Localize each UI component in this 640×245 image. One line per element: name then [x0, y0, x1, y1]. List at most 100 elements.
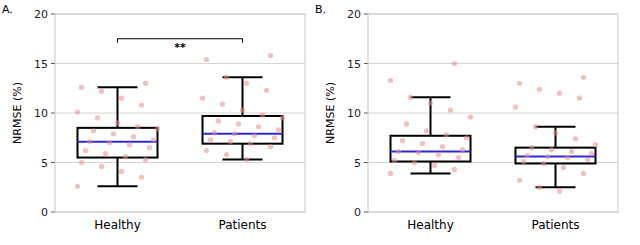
point [456, 155, 461, 160]
point [79, 160, 84, 165]
point [264, 88, 269, 93]
point [224, 152, 229, 157]
y-axis-label: NRMSE (%) [11, 82, 24, 144]
point [557, 189, 562, 194]
tick-label: 20 [347, 8, 361, 21]
whisker-cap [223, 159, 263, 161]
point [111, 131, 116, 136]
point [75, 184, 80, 189]
point [127, 142, 132, 147]
point [513, 104, 518, 109]
point [224, 75, 229, 80]
figure: A.05101520NRMSE (%)HealthyPatients**B.05… [0, 0, 640, 245]
tick-label: 20 [34, 8, 48, 21]
point [412, 160, 417, 165]
point [216, 118, 221, 123]
point [565, 155, 570, 160]
tick [364, 63, 368, 64]
point [272, 135, 277, 140]
point [581, 75, 586, 80]
point [87, 139, 92, 144]
point [99, 164, 104, 169]
point [244, 157, 249, 162]
marks [75, 53, 285, 189]
tick-label: 0 [354, 206, 361, 219]
point [553, 130, 558, 135]
tick [51, 63, 55, 64]
tick [51, 14, 55, 15]
point [464, 135, 469, 140]
point [460, 147, 465, 152]
tick [364, 162, 368, 163]
point [200, 96, 205, 101]
point [79, 85, 84, 90]
point [440, 144, 445, 149]
point [416, 150, 421, 155]
whisker-cap [411, 96, 451, 98]
point [468, 114, 473, 119]
point [107, 140, 112, 145]
point [256, 124, 261, 129]
whisker-cap [536, 126, 576, 128]
point [557, 91, 562, 96]
point [400, 138, 405, 143]
tick-label: 10 [34, 107, 48, 120]
x-tick-label: Patients [531, 218, 579, 232]
tick [51, 162, 55, 163]
point [581, 171, 586, 176]
point [577, 96, 582, 101]
tick [364, 113, 368, 114]
point [533, 124, 538, 129]
box [78, 128, 158, 158]
point [103, 151, 108, 156]
point [135, 124, 140, 129]
tick [51, 113, 55, 114]
point [428, 101, 433, 106]
point [204, 57, 209, 62]
plot-frame [368, 14, 618, 212]
box [516, 148, 596, 164]
whisker [555, 163, 557, 187]
box [203, 116, 283, 144]
point [392, 158, 397, 163]
point [91, 128, 96, 133]
point [212, 130, 217, 135]
point [204, 148, 209, 153]
point [537, 87, 542, 92]
grid-line [368, 113, 618, 114]
point [436, 152, 441, 157]
whisker [117, 158, 119, 187]
x-tick-label: Healthy [94, 218, 141, 232]
point [537, 185, 542, 190]
point [151, 137, 156, 142]
whisker-cap [98, 185, 138, 187]
point [123, 154, 128, 159]
point [220, 101, 225, 106]
point [404, 121, 409, 126]
tick-label: 5 [354, 157, 361, 170]
tick-label: 15 [34, 58, 48, 71]
point [541, 161, 546, 166]
point [589, 151, 594, 156]
point [517, 81, 522, 86]
panel-label: A. [2, 3, 13, 16]
grid-line [55, 63, 305, 64]
point [155, 126, 160, 131]
point [268, 144, 273, 149]
point [521, 159, 526, 164]
y-axis-label: NRMSE (%) [324, 82, 337, 144]
point [561, 165, 566, 170]
point [452, 167, 457, 172]
point [396, 149, 401, 154]
grid-line [55, 113, 305, 114]
grid-line [55, 162, 305, 163]
point [244, 81, 249, 86]
tick-label: 5 [41, 157, 48, 170]
point [444, 132, 449, 137]
point [228, 139, 233, 144]
whisker [555, 127, 557, 148]
panel: A.05101520NRMSE (%)HealthyPatients** [2, 3, 305, 232]
whisker [430, 162, 432, 174]
point [276, 127, 281, 132]
panel-label: B. [315, 3, 326, 16]
